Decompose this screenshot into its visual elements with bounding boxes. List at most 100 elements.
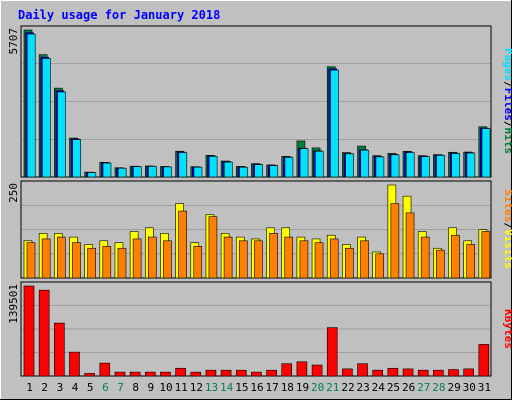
bar-pages-day-23 — [360, 149, 370, 178]
x-label-day-2: 2 — [41, 381, 48, 394]
legend-middle-item-0: Sites — [502, 189, 512, 222]
legend-middle: Sites/Visits — [502, 189, 512, 269]
legend-middle-item-2: Visits — [502, 229, 512, 269]
bar-kbytes-day-22 — [342, 368, 353, 377]
bar-sites-day-5 — [87, 247, 96, 279]
bar-kbytes-day-28 — [433, 369, 444, 377]
bar-sites-day-10 — [163, 240, 172, 279]
bar-kbytes-day-23 — [357, 363, 368, 377]
x-label-day-16: 16 — [250, 381, 263, 394]
x-label-day-24: 24 — [372, 381, 386, 394]
bar-kbytes-day-26 — [402, 368, 414, 377]
bar-kbytes-day-24 — [372, 369, 384, 377]
bar-pages-day-8 — [133, 166, 142, 178]
bar-sites-day-2 — [41, 238, 51, 279]
bar-sites-day-22 — [345, 247, 354, 279]
bar-kbytes-day-18 — [281, 363, 293, 377]
bar-pages-day-20 — [314, 150, 324, 178]
bar-sites-day-14 — [223, 236, 233, 279]
bar-kbytes-day-8 — [129, 371, 141, 377]
x-label-day-20: 20 — [311, 381, 324, 394]
bar-sites-day-3 — [57, 236, 66, 279]
x-label-day-28: 28 — [432, 381, 445, 394]
bar-sites-day-15 — [238, 240, 248, 279]
x-label-day-27: 27 — [417, 381, 430, 394]
bar-sites-day-8 — [132, 238, 142, 279]
legend-top-item-3: / — [502, 121, 512, 128]
x-label-day-30: 30 — [463, 381, 476, 394]
bar-kbytes-day-16 — [251, 371, 262, 377]
x-label-day-3: 3 — [57, 381, 64, 394]
y-axis-labels: 5707 250 139501 — [7, 28, 20, 324]
x-label-day-6: 6 — [102, 381, 109, 394]
bar-pages-day-9 — [148, 166, 157, 178]
bar-marks — [23, 29, 491, 377]
bar-kbytes-day-10 — [160, 371, 171, 377]
bar-sites-day-17 — [269, 233, 278, 279]
legend-middle-item-1: / — [502, 222, 512, 229]
bar-pages-day-22 — [345, 153, 354, 178]
bar-sites-day-12 — [193, 246, 203, 279]
x-label-day-13: 13 — [205, 381, 218, 394]
x-label-day-23: 23 — [357, 381, 370, 394]
legend-top-item-4: Hits — [502, 128, 512, 155]
bar-kbytes-day-12 — [190, 371, 202, 377]
bar-pages-day-13 — [208, 156, 218, 178]
bar-sites-day-27 — [420, 236, 430, 279]
x-label-day-5: 5 — [87, 381, 94, 394]
bar-kbytes-day-14 — [220, 369, 232, 377]
x-label-day-7: 7 — [117, 381, 124, 394]
bar-sites-day-6 — [102, 246, 112, 279]
bar-pages-day-7 — [117, 167, 127, 178]
x-label-day-10: 10 — [159, 381, 172, 394]
bar-pages-day-25 — [390, 154, 400, 178]
bar-pages-day-30 — [466, 152, 476, 178]
bar-pages-day-1 — [26, 33, 36, 178]
bar-sites-day-7 — [117, 247, 127, 279]
bar-pages-day-15 — [239, 166, 248, 178]
legend-bottom-item-0: KBytes — [502, 309, 512, 349]
chart-title: Daily usage for January 2018 — [18, 8, 220, 22]
x-label-day-21: 21 — [326, 381, 339, 394]
bar-pages-day-3 — [57, 91, 66, 178]
bar-sites-day-13 — [208, 216, 218, 279]
bar-kbytes-day-4 — [69, 351, 80, 377]
bar-pages-day-24 — [375, 156, 385, 178]
bar-pages-day-6 — [102, 162, 112, 178]
bar-pages-day-4 — [72, 139, 81, 178]
bar-sites-day-20 — [314, 242, 324, 279]
bar-pages-day-14 — [223, 161, 233, 178]
bar-sites-day-24 — [375, 253, 385, 279]
bar-sites-day-4 — [72, 242, 81, 279]
legend-top: Pages/Files/Hits — [502, 48, 512, 154]
bar-sites-day-21 — [329, 238, 339, 279]
bar-pages-day-10 — [163, 166, 172, 178]
bar-pages-day-28 — [436, 155, 445, 178]
bar-kbytes-day-3 — [54, 322, 65, 377]
legend-bottom: KBytes — [502, 309, 512, 349]
bar-kbytes-day-17 — [266, 369, 277, 377]
x-label-day-9: 9 — [148, 381, 155, 394]
bar-kbytes-day-19 — [296, 361, 308, 377]
bar-kbytes-day-9 — [144, 371, 156, 377]
y-max-label-bottom: 139501 — [7, 284, 20, 324]
bar-kbytes-day-21 — [326, 327, 338, 377]
legend-top-item-0: Pages — [502, 48, 512, 81]
bar-kbytes-day-1 — [23, 285, 35, 377]
bar-kbytes-day-5 — [84, 373, 95, 377]
bar-kbytes-day-2 — [38, 289, 50, 377]
bar-kbytes-day-25 — [387, 367, 399, 377]
x-label-day-14: 14 — [220, 381, 234, 394]
x-axis-labels: 1 2 3 4 5 6 7 8 9 10 11 12 13 14 15 16 17 18 19 20 21 22 23 24 2… — [26, 381, 491, 394]
bar-sites-day-31 — [481, 231, 491, 279]
bar-kbytes-day-31 — [478, 344, 490, 377]
bar-sites-day-19 — [299, 240, 309, 279]
bar-pages-day-17 — [269, 165, 279, 178]
bar-kbytes-day-13 — [205, 369, 217, 377]
x-label-day-11: 11 — [175, 381, 188, 394]
bar-pages-day-5 — [87, 172, 97, 178]
bar-sites-day-16 — [254, 240, 263, 279]
bar-pages-day-29 — [451, 153, 461, 178]
